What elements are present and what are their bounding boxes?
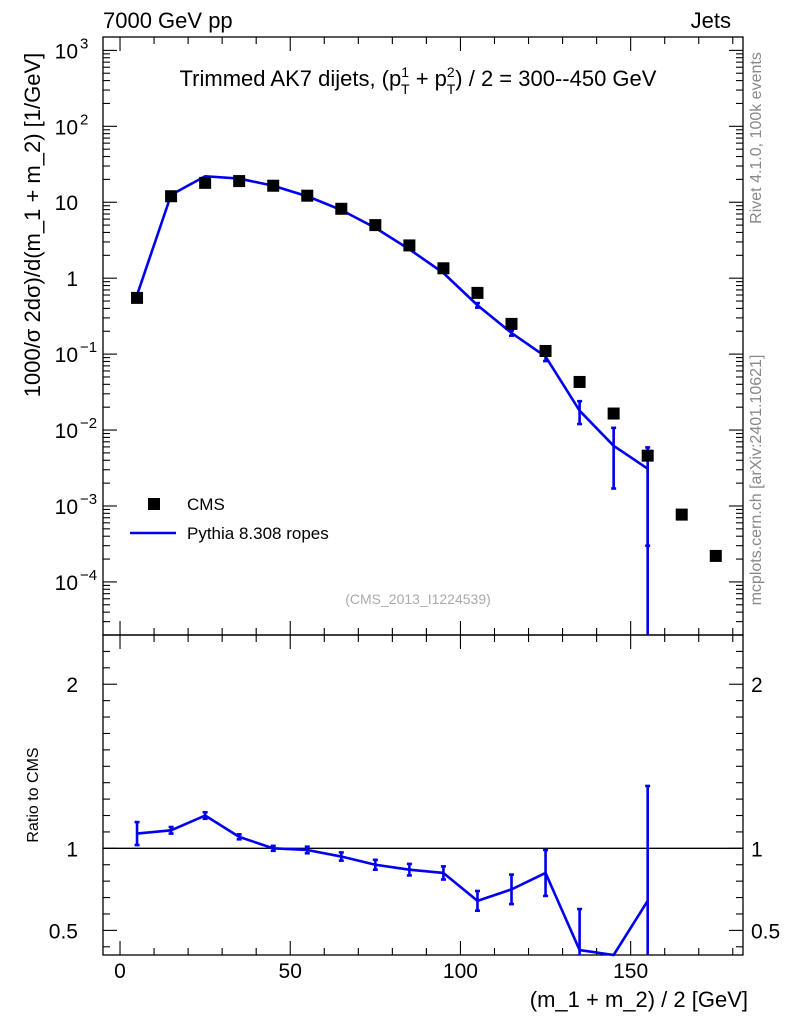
ratio-axis-ticks: 0.5 0.5 1 1 2 2: [49, 650, 780, 948]
x-tick-label: 150: [613, 960, 648, 983]
y-tick-label: 1: [66, 268, 78, 291]
x-tick-label: 50: [279, 960, 302, 983]
legend: CMS Pythia 8.308 ropes: [130, 495, 329, 543]
cms-data-point: [199, 176, 212, 189]
y-tick-exponent: −4: [80, 567, 97, 584]
ratio-plot-frame: [102, 634, 744, 956]
cms-data-point: [471, 286, 484, 299]
cms-data-point: [505, 317, 518, 330]
cms-data-point: [131, 291, 144, 304]
cms-data-point: [233, 175, 246, 188]
chart-title: Trimmed AK7 dijets, (p1 T + p2 T) / 2 = 30…: [180, 64, 657, 97]
cms-data-point: [573, 375, 586, 388]
cms-data-point: [301, 189, 314, 202]
cms-data-point: [675, 508, 688, 521]
x-tick-label: 100: [443, 960, 478, 983]
cms-data-point: [641, 449, 654, 462]
y-tick-label: 10: [55, 420, 78, 443]
ratio-line: [136, 814, 649, 957]
y-tick-exponent: 2: [80, 111, 88, 128]
cms-data-point: [607, 407, 620, 420]
x-tick-label: 0: [114, 960, 126, 983]
ratio-tick-label-left: 0.5: [49, 920, 78, 943]
cms-data-point: [267, 179, 280, 192]
header-beam-label: 7000 GeV pp: [103, 8, 233, 33]
ratio-tick-label-right: 1: [751, 838, 763, 861]
ratio-tick-label-right: 0.5: [751, 920, 780, 943]
y-tick-exponent: −2: [80, 415, 97, 432]
cms-data-point: [403, 239, 416, 252]
x-axis-ticks: 0 50 100 150: [114, 37, 734, 983]
y-tick-exponent: 3: [80, 35, 88, 52]
y-tick-label: 10: [55, 344, 78, 367]
x-axis-label: (m_1 + m_2) / 2 [GeV]: [530, 987, 748, 1012]
y-tick-label: 10: [55, 572, 78, 595]
pythia-line: [135, 174, 649, 470]
source-url-label: mcplots.cern.ch [arXiv:2401.10621]: [748, 355, 765, 606]
legend-cms-label: CMS: [187, 495, 225, 514]
cms-data-point: [539, 344, 552, 357]
y-tick-label: 10: [55, 40, 78, 63]
legend-cms-marker: [148, 498, 160, 510]
cms-data-point: [369, 219, 382, 232]
y-tick-label: 10: [55, 496, 78, 519]
cms-data-point: [335, 202, 348, 215]
cms-data-point: [709, 549, 722, 562]
ratio-tick-label-right: 2: [751, 674, 763, 697]
analysis-id-label: (CMS_2013_I1224539): [345, 591, 491, 607]
ratio-tick-label-left: 2: [66, 674, 78, 697]
ratio-y-axis-label: Ratio to CMS: [25, 747, 42, 842]
y-tick-label: 10: [55, 192, 78, 215]
mc-series: [134, 174, 651, 635]
y-axis-label: 1000/σ 2dσ)/d(m_1 + m_2) [1/GeV]: [20, 53, 45, 398]
ratio-series: [134, 784, 651, 957]
cms-data-point: [165, 190, 178, 203]
y-tick-exponent: −1: [80, 339, 97, 356]
header-process-label: Jets: [691, 8, 731, 33]
y-tick-exponent: −3: [80, 491, 97, 508]
cms-data-point: [437, 262, 450, 275]
cms-series: [131, 175, 722, 562]
legend-pythia-label: Pythia 8.308 ropes: [187, 524, 329, 543]
rivet-version-label: Rivet 4.1.0, 100k events: [748, 52, 765, 224]
y-tick-label: 10: [55, 116, 78, 139]
ratio-tick-label-left: 1: [66, 838, 78, 861]
